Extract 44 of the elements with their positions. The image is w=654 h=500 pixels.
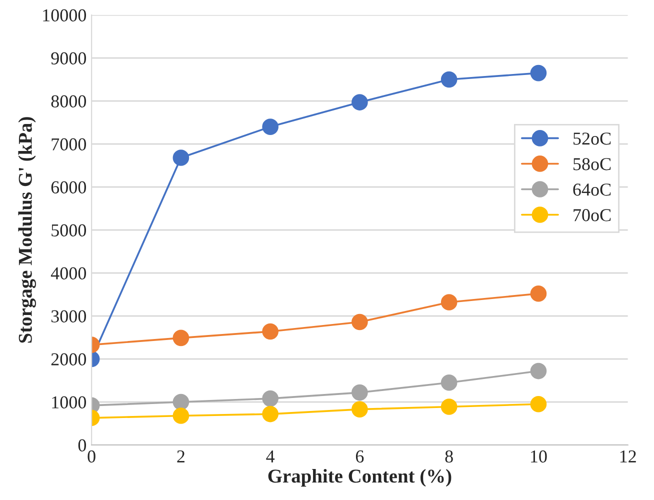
x-axis-title: Graphite Content (%): [268, 469, 452, 487]
y-tick-label: 8000: [51, 95, 86, 108]
y-tick-label: 1000: [52, 396, 86, 408]
x-tick-label: 0: [88, 450, 96, 463]
point: [352, 401, 368, 418]
y-tick-label: 4000: [50, 267, 86, 280]
y-tick-label: 3000: [51, 310, 86, 322]
point: [352, 94, 368, 110]
point: [262, 323, 278, 340]
y-tick-label: 2000: [51, 353, 86, 366]
legend-label: 58oC: [574, 158, 611, 170]
x-tick-label: 4: [266, 450, 275, 462]
point: [440, 71, 458, 88]
y-tick-label: 10000: [43, 9, 86, 22]
point: [262, 118, 278, 135]
point: [262, 390, 278, 407]
point: [530, 362, 547, 380]
point: [530, 285, 547, 302]
y-tick-label: 6000: [51, 181, 86, 194]
y-tick-label: 5000: [52, 224, 86, 236]
point: [530, 396, 547, 412]
legend-label: 52oC: [574, 132, 611, 145]
y-axis-title: Storgage Modulus G' (kPa): [18, 117, 36, 343]
point: [262, 406, 278, 422]
point: [352, 314, 368, 330]
point: [440, 374, 458, 391]
x-tick-label: 2: [177, 450, 184, 462]
y-tick-label: 0: [78, 439, 86, 452]
point: [530, 64, 547, 82]
point: [440, 294, 458, 310]
x-tick-label: 6: [356, 450, 364, 463]
point: [172, 330, 190, 346]
point: [172, 408, 190, 424]
x-tick-label: 12: [620, 450, 636, 462]
x-tick-label: 10: [531, 450, 547, 463]
point: [352, 384, 368, 401]
y-tick-label: 7000: [52, 138, 86, 150]
legend-label: 64oC: [573, 184, 611, 196]
x-tick-label: 8: [445, 450, 453, 463]
point: [172, 394, 190, 410]
point: [172, 150, 190, 166]
legend-label: 70oC: [574, 209, 611, 222]
y-tick-label: 9000: [51, 52, 86, 64]
point: [440, 398, 458, 415]
